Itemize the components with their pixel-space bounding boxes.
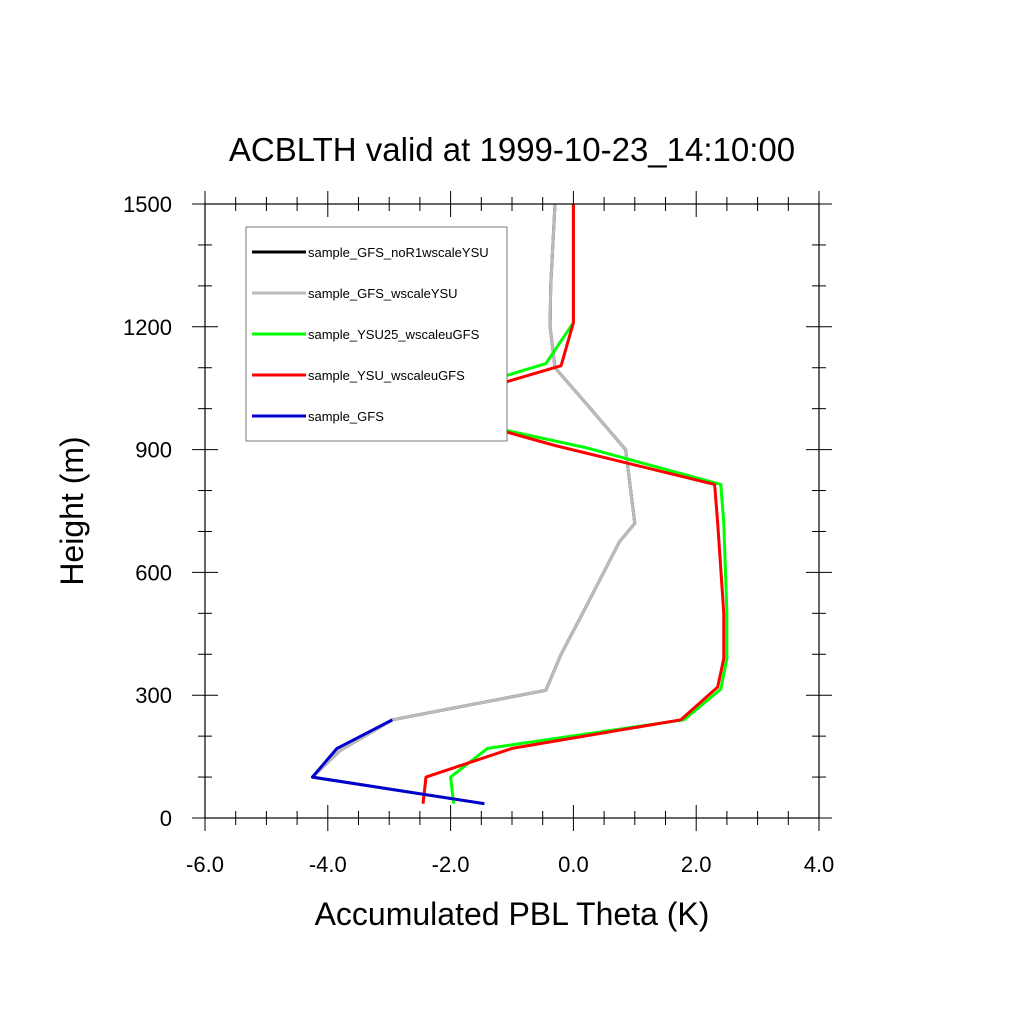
y-tick-labels: 0 300 600 900 1200 1500 [123,192,172,831]
y-axis-label: Height (m) [54,436,90,585]
series-line-sample-gfs-wscaleysu [310,203,637,806]
y-tick-label: 1500 [123,192,172,217]
y-tick-label: 900 [135,438,172,463]
x-tick-labels: -6.0 -4.0 -2.0 0.0 2.0 4.0 [186,852,834,877]
x-tick-label: 2.0 [681,852,712,877]
x-tick-label: 4.0 [804,852,835,877]
series-line-sample-gfs [310,718,485,806]
legend-label-sample-gfs-nor1wscaleysu: sample_GFS_noR1wscaleYSU [308,245,489,260]
plot-frame [204,203,820,819]
series-line-sample-ysu-wscaleugfs [421,204,726,804]
y-tick-label: 0 [160,806,172,831]
y-tick-label: 600 [135,560,172,585]
x-tick-label: -2.0 [432,852,470,877]
legend: sample_GFS_noR1wscaleYSU sample_GFS_wscal… [245,226,508,442]
x-tick-label: -4.0 [309,852,347,877]
chart-title: ACBLTH valid at 1999-10-23_14:10:00 [229,131,795,168]
legend-label-sample-ysu25-wscaleugfs: sample_YSU25_wscaleuGFS [308,327,480,342]
y-tick-label: 1200 [123,315,172,340]
legend-label-sample-gfs-wscaleysu: sample_GFS_wscaleYSU [308,286,458,301]
legend-label-sample-ysu-wscaleugfs: sample_YSU_wscaleuGFS [308,368,465,383]
legend-label-sample-gfs: sample_GFS [308,409,384,424]
x-axis-label: Accumulated PBL Theta (K) [315,896,710,932]
y-tick-label: 300 [135,683,172,708]
x-tick-label: -6.0 [186,852,224,877]
x-tick-label: 0.0 [558,852,589,877]
